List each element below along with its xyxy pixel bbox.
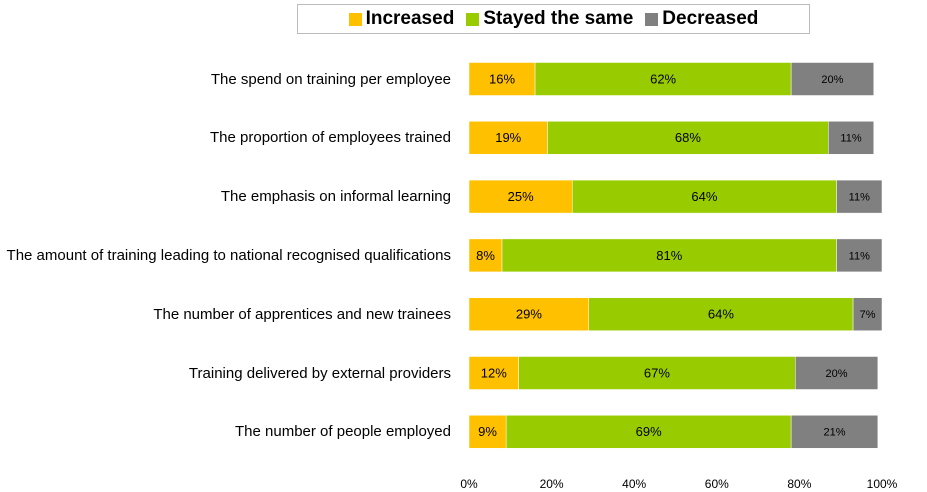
legend: Increased Stayed the same Decreased (297, 4, 810, 34)
category-label: The number of apprentices and new traine… (0, 284, 451, 344)
bar-segment (501, 238, 837, 273)
category-label: The emphasis on informal learning (0, 167, 451, 227)
category-label: The number of people employed (0, 402, 451, 462)
data-label: 81% (656, 248, 682, 263)
legend-swatch (348, 12, 362, 26)
data-label: 64% (691, 189, 717, 204)
bar-segment (588, 297, 854, 331)
x-tick-label: 100% (867, 477, 898, 491)
bar-segment (468, 297, 590, 331)
data-label: 21% (823, 427, 845, 439)
data-label: 12% (481, 365, 507, 380)
data-label: 11% (840, 133, 861, 145)
bar-segment (547, 121, 829, 155)
bar-segment (468, 356, 519, 390)
category-text: The number of people employed (235, 423, 451, 441)
legend-label: Decreased (662, 8, 759, 29)
category-text: Training delivered by external providers (188, 364, 451, 382)
x-tick-label: 20% (540, 477, 564, 491)
category-text: The number of apprentices and new traine… (153, 305, 451, 323)
data-label: 67% (644, 365, 670, 380)
data-label: 11% (849, 250, 870, 262)
legend-label: Stayed the same (483, 8, 634, 29)
bar-segment (790, 62, 874, 96)
data-label: 68% (675, 130, 701, 145)
legend-label: Increased (365, 8, 455, 29)
category-label: The proportion of employees trained (0, 108, 451, 168)
bar-segment (795, 356, 879, 390)
legend-item: Decreased (645, 8, 758, 30)
data-label: 20% (821, 74, 843, 86)
bar-segment (468, 238, 503, 273)
bar-segment (836, 179, 883, 214)
bar-segment (572, 179, 837, 214)
legend-item: Increased (348, 8, 455, 30)
category-label: The amount of training leading to nation… (0, 225, 451, 285)
bar-segment (790, 415, 879, 449)
legend-item: Stayed the same (466, 8, 633, 30)
bar-segment (505, 415, 792, 449)
data-label: 11% (849, 192, 870, 204)
category-text: The amount of training leading to nation… (6, 246, 451, 264)
data-label: 8% (476, 248, 495, 263)
x-tick-label: 40% (622, 477, 646, 491)
legend-swatch (466, 12, 480, 26)
data-label: 69% (636, 424, 662, 439)
data-label: 9% (478, 424, 497, 439)
bar-segment (828, 121, 874, 155)
bar-segment (836, 238, 883, 273)
bar-segment (534, 62, 792, 96)
data-label: 62% (650, 71, 676, 86)
x-tick-label: 60% (705, 477, 729, 491)
legend-swatch (645, 12, 659, 26)
category-label: The spend on training per employee (0, 49, 451, 109)
data-label: 64% (708, 307, 734, 322)
x-tick-label: 80% (787, 477, 811, 491)
bar-segment (468, 62, 536, 96)
data-label: 16% (489, 71, 515, 86)
category-label: Training delivered by external providers (0, 343, 451, 403)
data-label: 25% (508, 189, 534, 204)
data-label: 20% (826, 368, 848, 380)
bar-segment (518, 356, 796, 390)
data-label: 19% (495, 130, 521, 145)
category-text: The proportion of employees trained (210, 129, 451, 147)
bar-segment (852, 297, 883, 331)
category-text: The emphasis on informal learning (220, 188, 451, 206)
data-label: 7% (860, 309, 876, 321)
data-label: 29% (516, 307, 542, 322)
bar-segment (468, 179, 573, 214)
bar-segment (468, 121, 548, 155)
x-tick-label: 0% (460, 477, 478, 491)
category-text: The spend on training per employee (210, 70, 451, 88)
